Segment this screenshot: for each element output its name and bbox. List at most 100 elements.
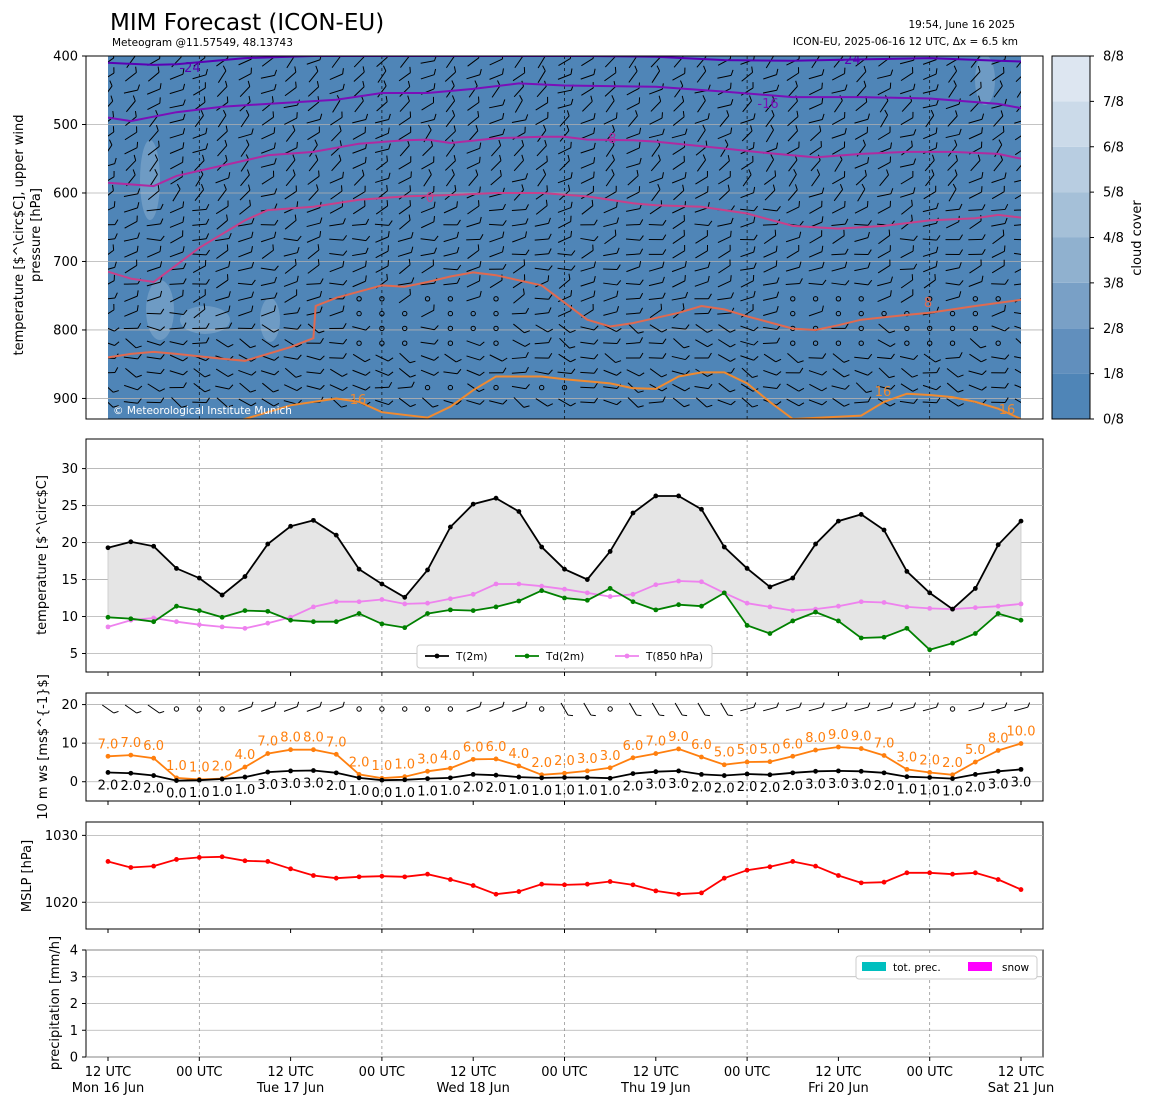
t850-point xyxy=(242,625,248,631)
dewpoint-point xyxy=(196,608,202,614)
wind-barb xyxy=(694,220,713,227)
gust-point xyxy=(607,765,613,771)
wind-barb xyxy=(625,235,644,241)
wind-barb xyxy=(124,141,139,155)
wind-barb xyxy=(193,368,211,378)
wind-barb xyxy=(854,220,872,226)
colorbar-band xyxy=(1052,373,1090,419)
wind-barb xyxy=(991,325,1010,332)
wind-barb xyxy=(329,218,346,227)
wind-barb xyxy=(626,260,642,273)
wind-barb xyxy=(831,384,850,390)
t2m-point xyxy=(402,594,408,600)
wind-barb xyxy=(260,265,279,271)
wind-barb xyxy=(283,701,300,712)
calm-wind-circle xyxy=(812,340,819,346)
wind-barb xyxy=(352,235,371,242)
wind-barb xyxy=(625,352,644,359)
wind-barb xyxy=(1014,191,1021,200)
wind-barb xyxy=(467,200,480,215)
wind-barb xyxy=(535,398,554,407)
wind-barb xyxy=(970,65,981,83)
wind-barb xyxy=(762,277,780,286)
wind-barb xyxy=(1014,384,1021,391)
t850-point xyxy=(584,590,590,596)
wind-barb xyxy=(192,69,208,80)
wind-barb xyxy=(1014,146,1021,156)
calm-wind-circle xyxy=(904,340,910,346)
wind-barb xyxy=(877,69,894,79)
wind-value-label: 1.0 xyxy=(394,786,415,801)
wind-barb xyxy=(489,112,505,125)
wind-barb xyxy=(466,340,485,347)
calm-wind-circle xyxy=(858,325,864,332)
wind-barb xyxy=(420,355,439,361)
wind-barb xyxy=(922,235,941,241)
wind-barb xyxy=(763,68,779,80)
wind-barb xyxy=(123,353,142,360)
gust-point xyxy=(721,762,727,768)
t850-point xyxy=(174,619,179,625)
wind-barb xyxy=(811,56,820,69)
wind-barb xyxy=(1014,325,1021,332)
wind-barb xyxy=(284,384,303,392)
wind-barb xyxy=(899,158,917,168)
wind-barb xyxy=(854,113,870,124)
wind-barb xyxy=(582,95,593,112)
wind-barb xyxy=(580,382,598,389)
wind-barb xyxy=(329,305,345,317)
wind-barb xyxy=(375,127,390,140)
gust-value-label: 1.0 xyxy=(166,759,187,774)
t850-point xyxy=(699,579,704,585)
dewpoint-point xyxy=(539,588,545,594)
wind-barb xyxy=(124,384,143,391)
t850-point xyxy=(151,615,157,621)
wind-barb xyxy=(239,95,251,112)
calm-wind-circle xyxy=(493,296,499,302)
wind-barb xyxy=(603,112,618,125)
wind-barb xyxy=(261,170,275,185)
wind-barb xyxy=(925,169,935,187)
wind-barb xyxy=(674,702,688,717)
wind-barb xyxy=(604,353,622,364)
wind-barb xyxy=(625,337,643,345)
wind-value-label: 3.0 xyxy=(257,778,278,793)
x-tick-label: 00 UTC xyxy=(176,1065,222,1080)
wind-barb xyxy=(146,397,165,404)
wind-barb xyxy=(1016,56,1021,68)
wind-barb xyxy=(991,702,1008,712)
dewpoint-point xyxy=(1018,617,1024,623)
x-tick-label: 00 UTC xyxy=(359,1065,405,1080)
wind-barb xyxy=(215,305,231,317)
wind-barb xyxy=(808,113,825,124)
wind-barb xyxy=(513,397,530,408)
gust-value-label: 8.0 xyxy=(280,731,301,746)
y-tick-label: 500 xyxy=(53,118,78,133)
wind-barb xyxy=(513,139,525,157)
gust-value-label: 9.0 xyxy=(851,730,872,745)
wind-barb xyxy=(694,113,710,124)
wind-barb xyxy=(468,125,479,142)
wind-barb xyxy=(215,368,234,377)
t2m-point xyxy=(333,532,339,538)
wind-barb xyxy=(625,307,643,315)
t2m-point xyxy=(858,512,864,517)
dewpoint-point xyxy=(790,618,796,624)
wind-barb xyxy=(650,56,662,68)
mean-wind-point xyxy=(242,774,248,780)
wind-barb xyxy=(900,383,919,392)
wind-barb xyxy=(537,56,546,69)
x-day-label: Sat 21 Jun xyxy=(988,1081,1054,1096)
mean-wind-point xyxy=(790,770,796,776)
wind-barb xyxy=(648,353,667,359)
wind-barb xyxy=(719,110,730,127)
wind-barb xyxy=(1014,702,1031,712)
wind-barb xyxy=(740,205,758,212)
wind-barb xyxy=(467,244,480,259)
wind-barb xyxy=(398,156,412,170)
wind-barb xyxy=(762,337,781,345)
mslp-point xyxy=(196,855,202,860)
wind-barb xyxy=(695,397,713,408)
gust-value-label: 6.0 xyxy=(782,737,803,752)
wind-barb xyxy=(970,56,981,68)
